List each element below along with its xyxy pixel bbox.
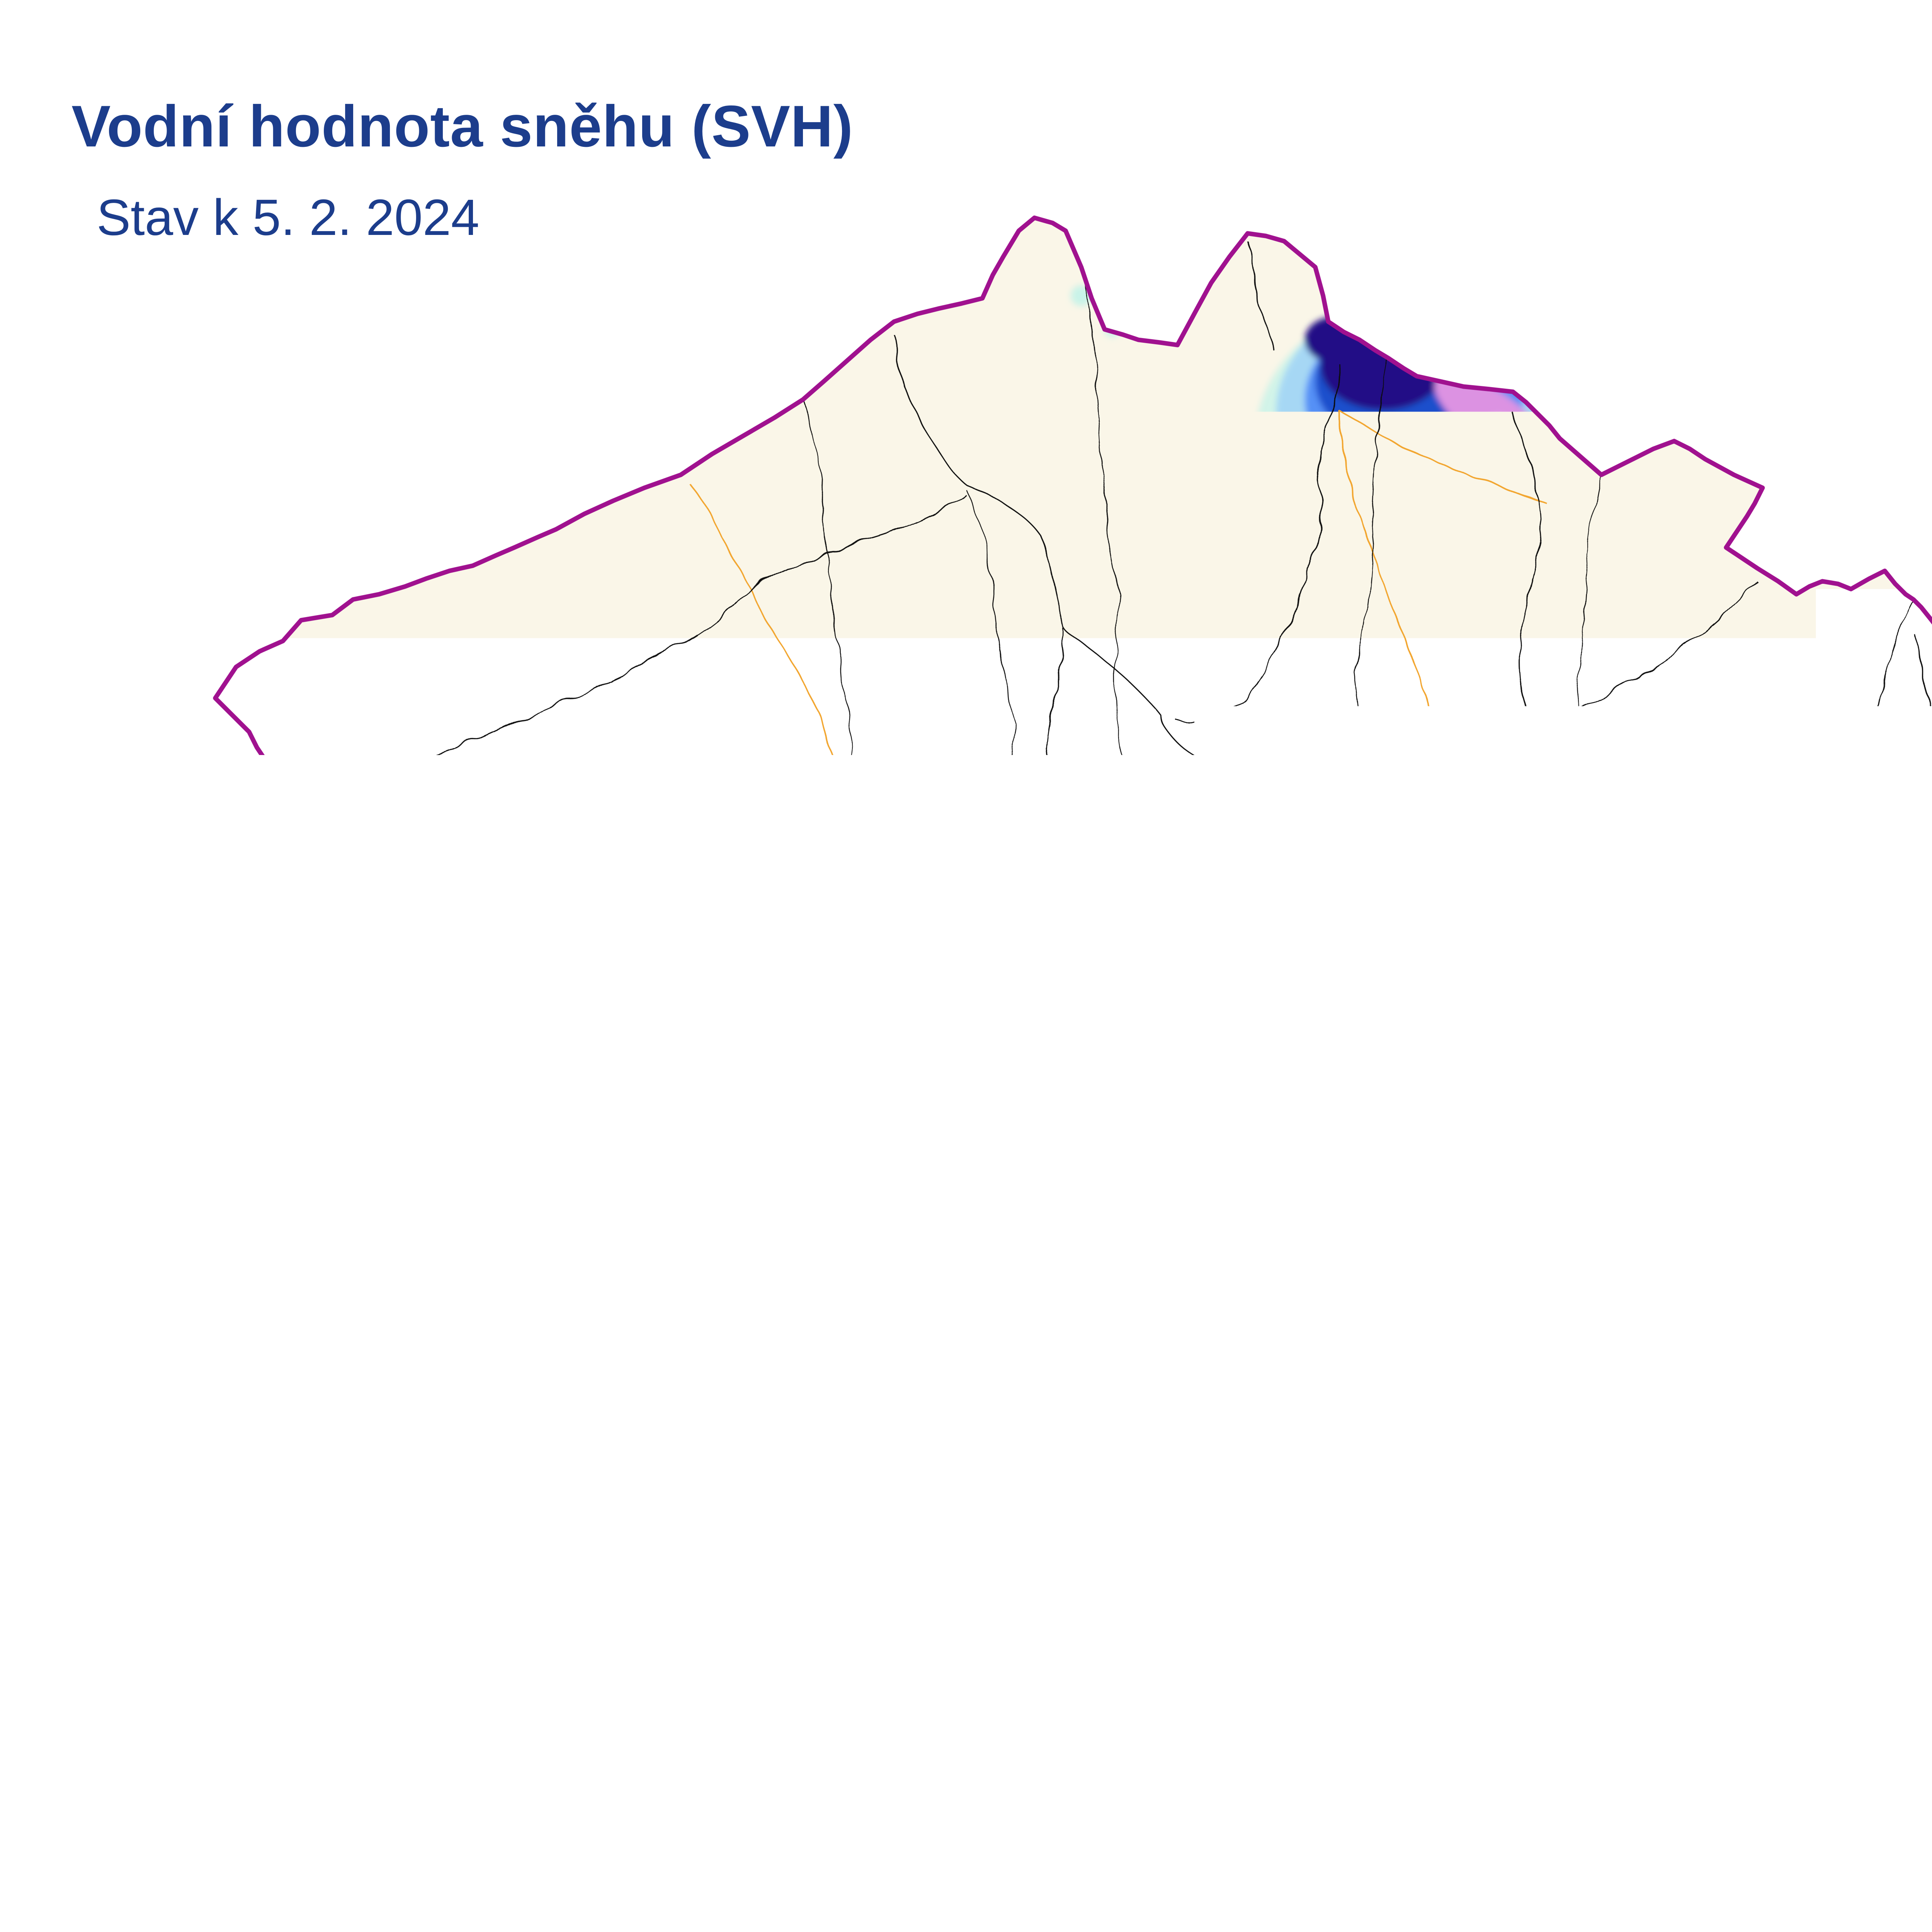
page-title: Vodní hodnota sněhu (SVH) bbox=[71, 93, 853, 160]
legend-title: SVH [mm] bbox=[81, 1726, 257, 1771]
legend-item: 111 - 150 bbox=[1688, 1720, 1804, 1842]
map-scale-bar: 0 25 50 100 km bbox=[1113, 1899, 1623, 1932]
legend-range-label: 51 - 70 bbox=[1233, 1803, 1349, 1842]
legend-range-label: 71 - 90 bbox=[1385, 1803, 1501, 1842]
legend-item: 6 - 10 bbox=[628, 1720, 743, 1842]
legend-range-label: 0 - 2 bbox=[325, 1803, 440, 1842]
legend-swatch bbox=[1839, 1720, 1932, 1785]
legend-range-label: 31 - 50 bbox=[1082, 1803, 1198, 1842]
legend-range-label: 91 - 110 bbox=[1536, 1803, 1652, 1842]
legend-swatch bbox=[1082, 1720, 1198, 1785]
scale-label: 0 bbox=[1104, 1899, 1122, 1932]
legend-swatch bbox=[1233, 1720, 1349, 1785]
legend-range-label: 21 - 30 bbox=[930, 1803, 1046, 1842]
legend-item: 0 - 2 bbox=[325, 1720, 440, 1842]
scale-label: 100 km bbox=[1571, 1899, 1675, 1932]
legend-item: 151 - 200 bbox=[1839, 1720, 1932, 1842]
page-root: { "header": { "title": "Vodní hodnota sn… bbox=[0, 0, 1932, 1932]
legend-swatch bbox=[1688, 1720, 1804, 1785]
legend-range-label: 151 - 200 bbox=[1839, 1803, 1932, 1842]
legend-item: 31 - 50 bbox=[1082, 1720, 1198, 1842]
legend-range-label: 111 - 150 bbox=[1688, 1803, 1804, 1842]
legend: 0 - 2 3 - 5 6 - 10 11 - 20 21 - 30 31 - 50 51 … bbox=[325, 1720, 1932, 1842]
legend-swatch bbox=[325, 1720, 440, 1785]
legend-range-label: 3 - 5 bbox=[476, 1803, 592, 1842]
legend-item: 51 - 70 bbox=[1233, 1720, 1349, 1842]
legend-swatch bbox=[1385, 1720, 1501, 1785]
legend-swatch bbox=[1536, 1720, 1652, 1785]
legend-swatch bbox=[930, 1720, 1046, 1785]
created-note: Vytvořeno: 6. 2. 2024 využitím aplikace … bbox=[77, 1928, 935, 1932]
legend-item: 91 - 110 bbox=[1536, 1720, 1652, 1842]
scale-label: 25 bbox=[1223, 1899, 1258, 1932]
legend-swatch bbox=[628, 1720, 743, 1785]
legend-item: 71 - 90 bbox=[1385, 1720, 1501, 1842]
legend-item: 11 - 20 bbox=[779, 1720, 895, 1842]
legend-item: 21 - 30 bbox=[930, 1720, 1046, 1842]
legend-range-label: 6 - 10 bbox=[628, 1803, 743, 1842]
legend-swatch bbox=[476, 1720, 592, 1785]
country-fill bbox=[215, 218, 1932, 1667]
legend-swatch bbox=[779, 1720, 895, 1785]
legend-range-label: 11 - 20 bbox=[779, 1803, 895, 1842]
czech-republic-map bbox=[197, 205, 1932, 1685]
legend-item: 3 - 5 bbox=[476, 1720, 592, 1842]
scale-label: 50 bbox=[1350, 1899, 1385, 1932]
